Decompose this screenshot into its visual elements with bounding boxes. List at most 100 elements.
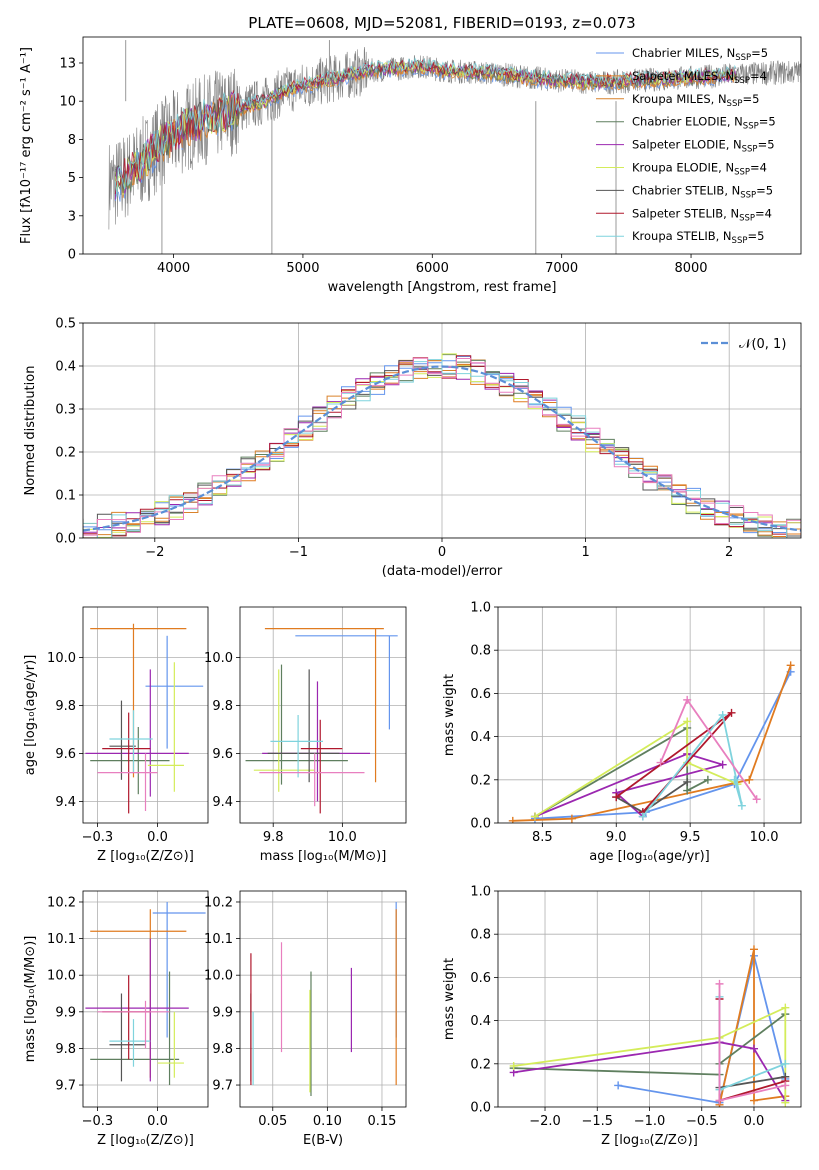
weight-marker-kroupa_stelib (781, 1059, 790, 1068)
model-line-kroupa_stelib (114, 57, 737, 197)
weight-marker-salpeter_elodie (718, 760, 727, 769)
x-tick-label: −0.3 (82, 1114, 114, 1129)
x-tick-label: 4000 (157, 261, 190, 276)
axes-weight-vs-age: 8.5 9.0 9.5 10.0 0.0 0.2 0.4 0.6 0.8 1.0 age [log₁… (442, 601, 802, 864)
y-tick-label: 0.6 (470, 971, 491, 986)
legend-tail: =5 (751, 46, 768, 60)
plot-area (240, 891, 406, 1107)
weight-marker-kroupa_pink (715, 1096, 724, 1105)
y-axis-label: Normed distribution (23, 366, 38, 496)
x-tick-label: −2 (145, 545, 164, 560)
legend-tail: =5 (759, 115, 776, 129)
legend-sub: SSP (742, 145, 758, 155)
y-tick-label: 10.0 (204, 969, 233, 984)
weight-marker-kroupa_elodie (530, 812, 539, 821)
y-tick-label: 10.2 (47, 895, 76, 910)
weight-marker-salpeter_miles (508, 816, 517, 823)
y-tick-label: 0.8 (470, 928, 491, 943)
weight-marker-kroupa_elodie (781, 1098, 790, 1107)
legend-sub: SSP (734, 76, 750, 86)
legend-tail: =4 (755, 206, 772, 220)
legend-sub: SSP (727, 99, 743, 109)
y-tick-label: 0.0 (55, 532, 76, 547)
legend-tail: =4 (750, 69, 767, 83)
x-tick-label: 10.0 (328, 830, 357, 845)
x-tick-label: 6000 (416, 261, 449, 276)
x-tick-label: 1 (581, 545, 589, 560)
legend-entry: Chabrier MILES, NSSP=5 (632, 46, 768, 63)
legend-entry: Chabrier ELODIE, NSSP=5 (632, 115, 776, 132)
y-tick-label: 10.0 (47, 651, 76, 666)
legend-sub: SSP (740, 190, 756, 200)
y-tick-label: 9.9 (55, 1005, 76, 1020)
legend-text: Chabrier STELIB, N (632, 183, 740, 197)
y-tick-label: 9.6 (55, 747, 76, 762)
legend-entry: Salpeter STELIB, NSSP=4 (632, 206, 772, 223)
weight-line-kroupa_stelib (642, 712, 743, 818)
weight-marker-kroupa_elodie (781, 1003, 790, 1012)
y-tick-label: 0.0 (470, 1101, 491, 1116)
y-tick-label: 0.4 (470, 1014, 491, 1029)
legend-text: Chabrier MILES, N (632, 46, 735, 60)
x-tick-label: 0.0 (147, 830, 168, 845)
x-axis-label: age [log₁₀(age/yr)] (589, 849, 710, 864)
axes-frame (82, 322, 802, 539)
axes-spectrum: 4000 5000 6000 7000 8000 0 3 5 8 10 13 PLATE=0608, … (19, 14, 802, 295)
weight-marker-salpeter_stelib (612, 793, 621, 802)
weight-marker-salpeter_miles (567, 814, 576, 823)
x-axis-label: (data-model)/error (382, 564, 503, 579)
legend-sub: SSP (743, 122, 759, 132)
y-tick-label: 8 (68, 133, 76, 148)
y-tick-label: 5 (68, 171, 76, 186)
y-tick-label: 10.2 (204, 895, 233, 910)
x-tick-label: 0.15 (367, 1114, 396, 1129)
x-axis-label: E(B-V) (303, 1133, 343, 1148)
weight-line-salpeter_miles (718, 949, 786, 1105)
y-tick-label: 1.0 (470, 885, 491, 900)
weight-marker-kroupa_stelib (737, 801, 746, 810)
y-axis-label: mass weight (442, 958, 457, 1040)
y-tick-label: 0.2 (470, 1057, 491, 1072)
weight-marker-kroupa_stelib (718, 711, 727, 719)
weight-line-chabrier_miles (534, 671, 792, 820)
y-tick-label: 9.7 (212, 1079, 233, 1094)
legend-tail: =4 (750, 161, 767, 175)
legend-entry: Kroupa MILES, NSSP=5 (632, 92, 759, 109)
weight-marker-chabrier_stelib (683, 777, 692, 786)
y-axis-label: mass weight (442, 674, 457, 756)
axes-frame (82, 36, 802, 255)
y-tick-label: 9.9 (212, 1005, 233, 1020)
x-axis-label: Z [log₁₀(Z/Z⊙)] (601, 1133, 698, 1148)
x-tick-label: 10.0 (750, 830, 779, 845)
legend-text: Kroupa STELIB, N (632, 229, 732, 243)
y-tick-label: 9.8 (55, 1042, 76, 1057)
x-tick-label: −1 (289, 545, 308, 560)
legend-entry: Salpeter ELODIE, NSSP=5 (632, 138, 775, 155)
weight-marker-kroupa_pink (683, 695, 692, 704)
y-tick-label: 0.4 (55, 360, 76, 375)
y-tick-label: 0.3 (55, 403, 76, 418)
axes-age-vs-Z: −0.3 0.0 9.4 9.6 9.8 10.0 Z [log₁₀(Z/Z⊙)] age [… (23, 606, 209, 864)
legend-sub: SSP (735, 53, 751, 63)
x-tick-label: 5000 (286, 261, 319, 276)
y-tick-label: 3 (68, 209, 76, 224)
plot-area (83, 323, 801, 538)
plot-area (108, 40, 801, 254)
weight-marker-kroupa_stelib (730, 775, 739, 784)
weight-line-chabrier_stelib (615, 781, 688, 814)
legend-tail: =5 (756, 183, 773, 197)
weight-marker-kroupa_elodie (683, 717, 692, 726)
y-tick-label: 0.4 (470, 730, 491, 745)
y-axis-label: mass [log₁₀(M/M⊙)] (23, 936, 38, 1063)
legend-text: Salpeter MILES, N (632, 69, 734, 83)
x-tick-label: 0.10 (313, 1114, 342, 1129)
weight-marker-kroupa_stelib (638, 812, 647, 821)
plot-area (240, 607, 406, 823)
weight-marker-salpeter_miles (749, 1096, 758, 1105)
axes-frame (82, 890, 209, 1108)
x-tick-label: 7000 (545, 261, 578, 276)
y-tick-label: 10.0 (47, 969, 76, 984)
x-tick-label: 8000 (674, 261, 707, 276)
weight-marker-kroupa_pink (715, 979, 724, 988)
